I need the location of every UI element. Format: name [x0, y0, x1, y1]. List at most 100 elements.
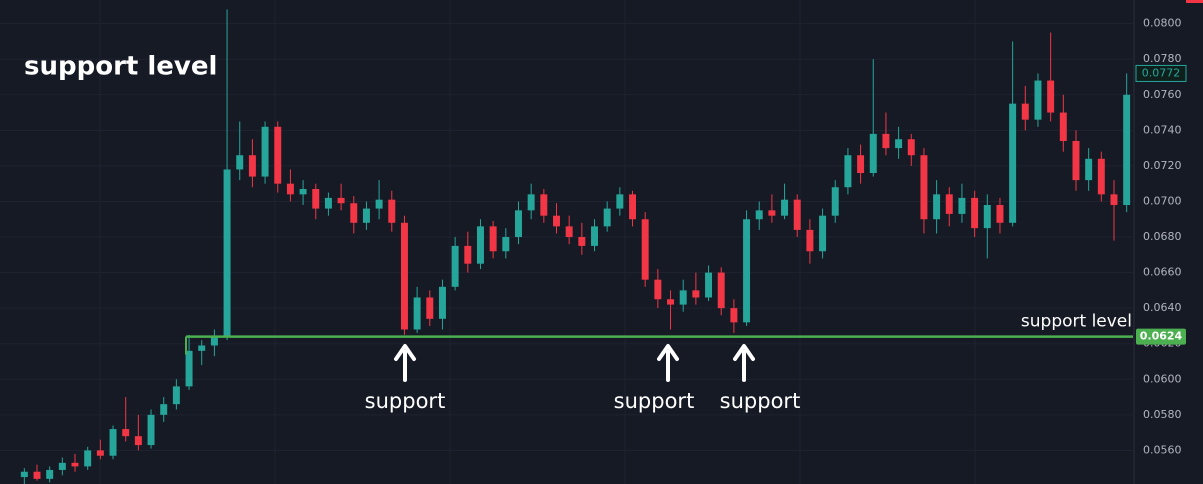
candle-body — [1021, 103, 1029, 120]
candle-body — [806, 229, 814, 252]
candle-body — [907, 139, 915, 156]
candle-body — [1123, 94, 1131, 206]
candle-body — [134, 436, 142, 446]
candle-body — [1110, 194, 1118, 206]
y-tick-label: 0.0640 — [1143, 301, 1182, 314]
candle-body — [286, 183, 294, 195]
candle-body — [793, 199, 801, 230]
candle-body — [261, 126, 269, 177]
y-tick-label: 0.0760 — [1143, 88, 1182, 101]
candle-body — [1009, 103, 1017, 223]
y-tick-label: 0.0740 — [1143, 123, 1182, 136]
candle-body — [616, 194, 624, 209]
candle-body — [882, 133, 890, 149]
candle-body — [476, 226, 484, 264]
candle-body — [248, 155, 256, 177]
candle-body — [983, 205, 991, 229]
corner-marker — [1186, 0, 1203, 3]
candle-body — [578, 237, 586, 246]
y-tick-label: 0.0580 — [1143, 408, 1182, 421]
candle-body — [109, 429, 117, 456]
candle-body — [362, 208, 370, 223]
candle-body — [71, 462, 79, 467]
candle-body — [20, 471, 28, 478]
candle-body — [705, 272, 713, 298]
candle-body — [438, 286, 446, 319]
candle-body — [514, 210, 522, 238]
candle-body — [1085, 158, 1093, 181]
candle-body — [857, 155, 865, 174]
candle-body — [337, 197, 345, 204]
candle-body — [464, 245, 472, 264]
candle-body — [400, 222, 408, 330]
support-annotation: support — [614, 389, 695, 413]
candle-body — [933, 194, 941, 220]
candle-body — [768, 210, 776, 216]
candle-body — [185, 350, 193, 387]
candle-body — [667, 299, 675, 305]
candle-body — [160, 404, 168, 415]
candle-body — [971, 197, 979, 229]
candle-body — [641, 219, 649, 280]
y-tick-label: 0.0700 — [1143, 194, 1182, 207]
candle-body — [1034, 80, 1042, 120]
candle-body — [945, 194, 953, 214]
chart-title: support level — [24, 52, 217, 82]
candle-body — [553, 215, 560, 227]
candle-body — [781, 199, 789, 216]
y-tick-label: 0.0780 — [1143, 52, 1182, 65]
support-price-label: 0.0624 — [1140, 330, 1183, 343]
candle-body — [33, 471, 41, 479]
candle-body — [654, 279, 662, 300]
candle-body — [603, 208, 611, 227]
candle-body — [1072, 141, 1080, 181]
candle-body — [819, 215, 827, 252]
candle-body — [324, 197, 332, 209]
candle-body — [730, 308, 738, 323]
candle-body — [172, 386, 180, 405]
support-price-tag — [1136, 328, 1186, 345]
candle-body — [629, 194, 637, 220]
candle-body — [755, 210, 763, 220]
candle-body — [84, 450, 92, 467]
candle-body — [350, 203, 358, 223]
candle-body — [388, 199, 396, 223]
y-tick-label: 0.0800 — [1143, 17, 1182, 30]
support-arrow — [394, 344, 416, 382]
candle-body — [869, 133, 877, 174]
candle-body — [895, 139, 903, 149]
support-annotation: support — [720, 389, 801, 413]
candle-body — [692, 290, 700, 298]
support-arrow — [733, 344, 755, 382]
candle-body — [502, 237, 510, 252]
support-line-label: support level — [1021, 312, 1132, 332]
candle-body — [920, 155, 928, 220]
candle-body — [958, 197, 966, 214]
candle-body — [198, 345, 206, 351]
candle-body — [679, 290, 687, 305]
candle-body — [375, 199, 383, 209]
y-tick-label: 0.0680 — [1143, 230, 1182, 243]
candle-body — [844, 155, 852, 188]
support-annotation: support — [365, 389, 446, 413]
candle-body — [210, 336, 218, 346]
candle-body — [489, 226, 497, 252]
candle-body — [426, 297, 434, 319]
last-price-tag — [1135, 64, 1187, 82]
y-tick-label: 0.0600 — [1143, 372, 1182, 385]
candle-body — [717, 272, 725, 309]
vertical-grid — [99, 0, 976, 484]
candle-body — [147, 414, 155, 446]
candle-body — [236, 155, 244, 170]
candle-body — [451, 245, 459, 287]
candle-body — [1047, 80, 1055, 113]
y-tick-label: 0.0560 — [1143, 443, 1182, 456]
candle-body — [1097, 158, 1105, 195]
candle-body — [58, 462, 66, 470]
candle-body — [46, 469, 54, 479]
candle-body — [413, 297, 421, 330]
candle-body — [565, 226, 573, 238]
last-price-label: 0.0772 — [1142, 66, 1181, 79]
